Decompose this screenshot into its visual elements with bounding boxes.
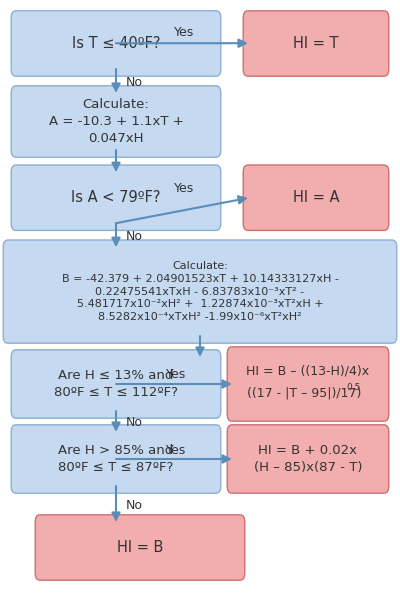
Text: 0.5: 0.5 xyxy=(347,383,361,392)
FancyBboxPatch shape xyxy=(233,355,383,413)
Text: Yes: Yes xyxy=(174,26,194,40)
Text: Are H > 85% and
80ºF ≤ T ≤ 87ºF?: Are H > 85% and 80ºF ≤ T ≤ 87ºF? xyxy=(58,444,174,474)
Text: HI = B – ((13-H)/4)x
((17 - |T – 95|)/17)°µ: HI = B – ((13-H)/4)x ((17 - |T – 95|)/17… xyxy=(244,369,372,399)
Text: HI = B: HI = B xyxy=(117,540,163,555)
Text: HI = B – ((13-H)/4)x: HI = B – ((13-H)/4)x xyxy=(246,364,370,377)
FancyBboxPatch shape xyxy=(243,11,389,76)
Text: No: No xyxy=(126,499,142,512)
FancyBboxPatch shape xyxy=(227,425,389,493)
FancyBboxPatch shape xyxy=(11,350,221,418)
Text: Yes: Yes xyxy=(174,182,194,195)
Text: ((17 - |T – 95|)/17): ((17 - |T – 95|)/17) xyxy=(247,386,361,400)
FancyBboxPatch shape xyxy=(227,347,389,421)
Text: Calculate:
B = -42.379 + 2.04901523xT + 10.14333127xH -
0.22475541xTxH - 6.83783: Calculate: B = -42.379 + 2.04901523xT + … xyxy=(62,261,338,322)
FancyBboxPatch shape xyxy=(3,240,397,343)
Text: Yes: Yes xyxy=(166,443,186,457)
Text: Is T ≤ 40ºF?: Is T ≤ 40ºF? xyxy=(72,36,160,51)
FancyBboxPatch shape xyxy=(11,425,221,493)
FancyBboxPatch shape xyxy=(11,11,221,76)
Text: No: No xyxy=(126,230,142,243)
Text: Are H ≤ 13% and
80ºF ≤ T ≤ 112ºF?: Are H ≤ 13% and 80ºF ≤ T ≤ 112ºF? xyxy=(54,369,178,399)
FancyBboxPatch shape xyxy=(35,515,245,580)
Text: No: No xyxy=(126,416,142,429)
FancyBboxPatch shape xyxy=(11,165,221,230)
Text: HI = A: HI = A xyxy=(293,190,339,205)
Text: HI = T: HI = T xyxy=(293,36,339,51)
Text: Yes: Yes xyxy=(166,368,186,382)
Text: Is A < 79ºF?: Is A < 79ºF? xyxy=(71,190,161,205)
FancyBboxPatch shape xyxy=(243,165,389,230)
Text: HI = B + 0.02x
(H – 85)x(87 - T): HI = B + 0.02x (H – 85)x(87 - T) xyxy=(254,444,362,474)
Text: Calculate:
A = -10.3 + 1.1xT +
0.047xH: Calculate: A = -10.3 + 1.1xT + 0.047xH xyxy=(49,98,183,145)
Text: No: No xyxy=(126,76,142,89)
FancyBboxPatch shape xyxy=(11,86,221,157)
